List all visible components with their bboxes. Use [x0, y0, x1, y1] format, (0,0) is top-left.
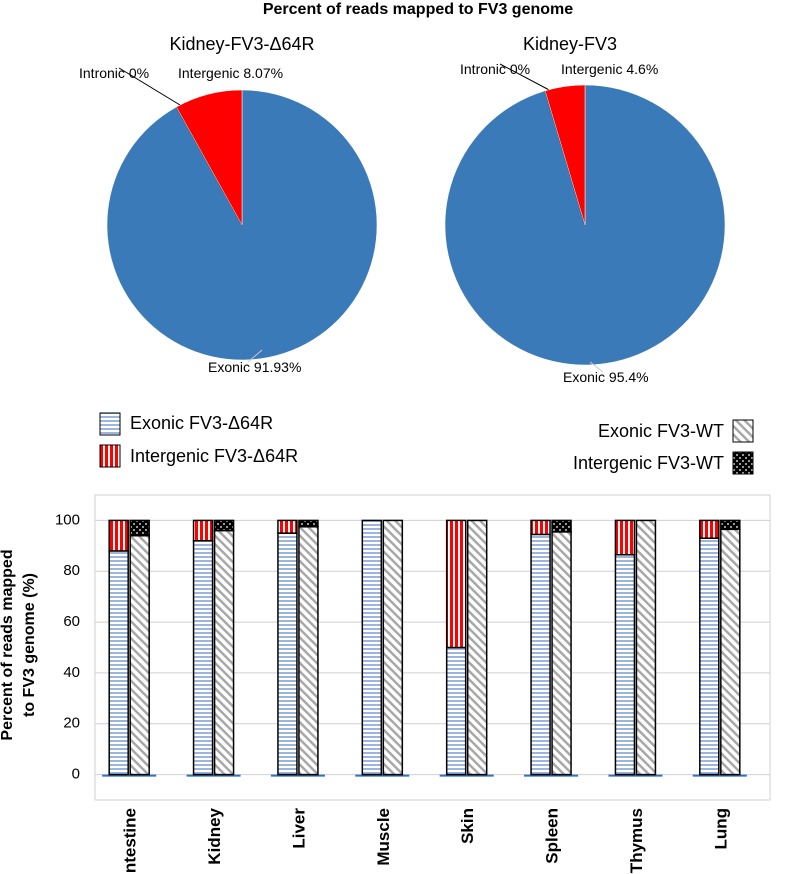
pie-slice — [176, 89, 243, 226]
category-label: Intergenic — [178, 65, 239, 81]
leader-line — [247, 349, 263, 363]
bar-segment — [108, 519, 129, 552]
legend-swatch — [732, 451, 754, 475]
bar-segment — [361, 519, 383, 776]
x-tick-label: Intestine — [121, 808, 140, 874]
pie-label: Intronic 0% — [460, 61, 530, 77]
pie-title: Kidney-FV3 — [523, 34, 617, 54]
value-label: 0% — [129, 65, 149, 81]
x-tick-label: Lung — [711, 808, 730, 850]
legend-label: Intergenic FV3-WT — [573, 453, 724, 473]
y-tick-label: 60 — [63, 613, 80, 630]
bar-segment — [277, 519, 298, 534]
bar-segment — [213, 519, 235, 532]
bar-segment — [635, 519, 657, 776]
x-tick-label: Skin — [458, 808, 477, 844]
bar-segment — [382, 519, 404, 776]
y-tick-label: 80 — [63, 562, 80, 579]
bar-segment — [192, 540, 214, 776]
value-label: 91.93% — [254, 359, 301, 375]
legend-label: Exonic FV3-Δ64R — [130, 413, 273, 433]
y-tick-label: 20 — [63, 715, 80, 732]
pie-label: Exonic 91.93% — [208, 359, 301, 375]
category-label: Exonic — [208, 359, 250, 375]
bar-segment — [108, 550, 129, 776]
x-tick-label: Thymus — [627, 808, 646, 873]
category-label: Intronic — [79, 65, 125, 81]
y-axis-label-line: to FV3 genome (%) — [21, 573, 38, 717]
bar-segment — [614, 553, 636, 776]
y-axis-label-line: Percent of reads mapped — [0, 549, 16, 740]
bar-segment — [298, 519, 319, 528]
legend-label: Exonic FV3-WT — [598, 421, 724, 441]
value-label: 95.4% — [609, 369, 649, 385]
plot-frame — [94, 494, 771, 801]
bar-segment — [129, 519, 150, 537]
bar-segment — [551, 519, 572, 533]
bar-segment — [445, 519, 467, 649]
bar-segment — [720, 519, 741, 531]
pie-label: Intergenic 4.6% — [561, 61, 658, 77]
leader-line — [589, 361, 604, 373]
legend-swatch — [99, 412, 121, 436]
x-tick-label: Muscle — [374, 808, 393, 866]
bar-segment — [277, 532, 298, 776]
legend-swatch — [732, 419, 754, 443]
pie-label: Intronic 0% — [79, 65, 149, 81]
y-tick-label: 100 — [55, 511, 80, 528]
value-label: 8.07% — [243, 65, 283, 81]
value-label: 0% — [510, 61, 530, 77]
bar-segment — [551, 531, 572, 776]
bar-segment — [466, 519, 488, 776]
x-tick-label: Liver — [289, 808, 308, 849]
value-label: 4.6% — [626, 61, 658, 77]
bar-segment — [614, 519, 636, 556]
pie-label: Exonic 95.4% — [563, 369, 649, 385]
pie-label: Intergenic 8.07% — [178, 65, 283, 81]
bar-segment — [530, 519, 551, 536]
category-label: Intergenic — [561, 61, 622, 77]
x-tick-label: Spleen — [543, 808, 562, 864]
y-axis-label: Percent of reads mapped to FV3 genome (%) — [0, 549, 38, 740]
bar-segment — [192, 519, 214, 542]
category-label: Exonic — [563, 369, 605, 385]
legend-label: Intergenic FV3-Δ64R — [130, 446, 298, 466]
category-label: Intronic — [460, 61, 506, 77]
bar-segment — [213, 529, 235, 776]
pie-slice — [544, 84, 586, 226]
y-tick-label: 40 — [63, 664, 80, 681]
legend-swatch — [99, 444, 121, 468]
leader-line — [118, 67, 181, 106]
y-tick-label: 0 — [72, 766, 80, 783]
x-tick-label: Kidney — [205, 807, 224, 864]
bar-segment — [298, 526, 319, 776]
leader-line — [499, 63, 554, 93]
bar-segment — [129, 534, 150, 776]
bar-segment — [699, 537, 720, 776]
figure-title: Percent of reads mapped to FV3 genome — [263, 1, 573, 18]
bar-segment — [445, 646, 467, 776]
pie-title: Kidney-FV3-Δ64R — [169, 34, 314, 54]
bar-segment — [720, 528, 741, 776]
bar-segment — [699, 519, 720, 539]
bar-segment — [530, 533, 551, 776]
